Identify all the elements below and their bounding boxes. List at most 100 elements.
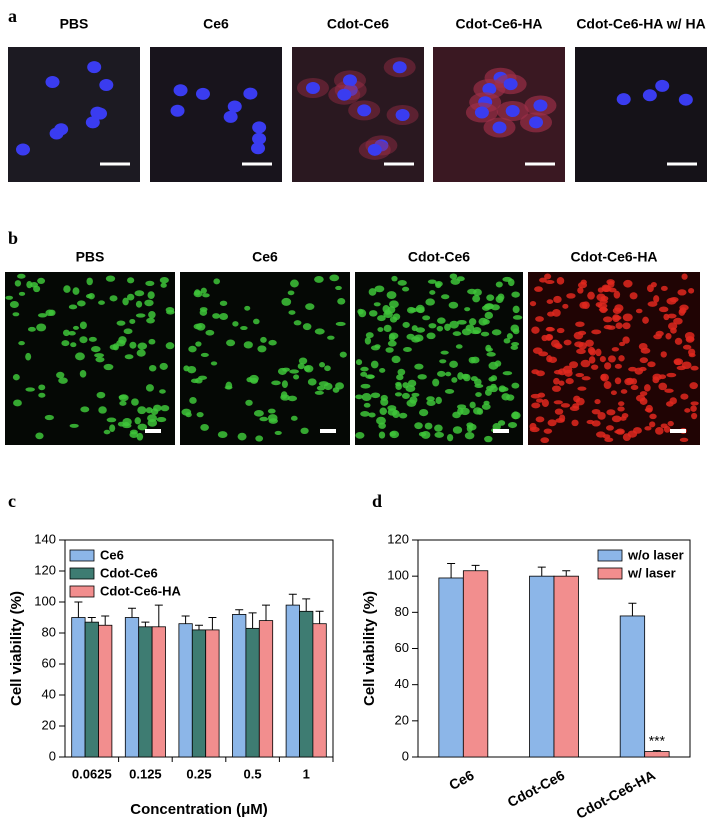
cell <box>564 369 573 377</box>
cell <box>422 315 431 321</box>
cell <box>502 371 513 376</box>
cell <box>441 294 450 300</box>
cell <box>288 310 296 315</box>
cell <box>488 376 495 382</box>
cell <box>183 365 190 372</box>
cell <box>472 327 482 335</box>
cell <box>85 293 93 299</box>
bar <box>124 617 140 758</box>
cell <box>407 379 417 387</box>
cell <box>27 326 36 332</box>
cell <box>449 320 459 329</box>
cell <box>268 339 277 346</box>
cell <box>189 397 197 404</box>
nucleus <box>505 105 520 118</box>
cell <box>244 305 251 311</box>
cell <box>200 352 209 357</box>
cell <box>574 341 584 348</box>
bar <box>71 617 86 758</box>
cell <box>638 343 648 351</box>
cell <box>377 315 386 322</box>
image-title: Cdot-Ce6-HA <box>570 249 657 265</box>
cell <box>88 336 97 342</box>
cell <box>389 430 400 439</box>
cell <box>618 355 625 362</box>
micrograph <box>575 47 707 182</box>
cell <box>529 300 537 307</box>
cell <box>690 405 697 412</box>
cell <box>150 408 159 416</box>
cell <box>551 385 562 392</box>
cell <box>365 332 374 339</box>
cell <box>379 367 386 373</box>
cell <box>213 278 221 285</box>
cell <box>548 356 558 363</box>
cell <box>537 392 546 398</box>
cell <box>210 361 218 366</box>
cell <box>635 394 646 402</box>
cell <box>159 389 166 394</box>
cell <box>481 403 491 410</box>
error-bar <box>74 601 83 618</box>
panel-label: d <box>372 491 382 511</box>
cell <box>541 399 549 408</box>
legend-swatch <box>69 567 95 580</box>
nucleus <box>223 110 238 123</box>
error-bar <box>248 612 257 629</box>
cell <box>119 400 127 406</box>
cell <box>682 344 692 350</box>
cell <box>373 302 381 307</box>
cell <box>14 280 22 287</box>
cell <box>486 385 494 391</box>
cell <box>468 318 477 326</box>
cell <box>77 300 86 307</box>
cell <box>425 298 435 306</box>
cell <box>594 399 601 405</box>
cell <box>360 410 370 417</box>
x-tick-label: 0.0625 <box>72 766 112 781</box>
cell <box>603 324 613 330</box>
cell <box>434 424 443 432</box>
cell <box>569 405 580 411</box>
cell <box>129 431 139 438</box>
x-tick-label: 1 <box>303 766 310 781</box>
cell <box>335 382 345 390</box>
cell <box>165 342 175 350</box>
cell <box>653 295 660 303</box>
cell <box>103 429 111 435</box>
cell <box>188 345 197 353</box>
cell <box>58 377 68 384</box>
bar <box>258 620 274 758</box>
cell <box>642 316 649 324</box>
micrograph <box>8 47 140 182</box>
cell <box>406 333 415 340</box>
cell <box>630 384 639 391</box>
cell <box>554 408 564 415</box>
cell <box>546 299 554 304</box>
cell <box>614 377 622 385</box>
cell <box>597 411 606 420</box>
cell <box>79 336 88 344</box>
cell <box>449 273 458 280</box>
cell <box>300 427 309 435</box>
cell <box>655 426 664 435</box>
cell <box>380 398 389 406</box>
cell <box>577 386 587 391</box>
legend-label: Cdot-Ce6 <box>100 565 158 580</box>
cell <box>553 377 560 385</box>
image-title: Cdot-Ce6-HA <box>455 16 542 32</box>
cell <box>639 391 648 396</box>
cell <box>664 388 674 393</box>
cell <box>626 377 635 384</box>
legend-swatch <box>69 549 95 562</box>
cell <box>323 382 333 391</box>
cell <box>539 277 547 283</box>
cell <box>86 277 93 286</box>
cell <box>402 321 410 328</box>
nucleus <box>367 143 382 156</box>
cell <box>109 295 118 302</box>
error-bar <box>652 750 661 752</box>
cell <box>457 372 464 380</box>
cell <box>599 306 608 314</box>
nucleus <box>492 121 507 134</box>
